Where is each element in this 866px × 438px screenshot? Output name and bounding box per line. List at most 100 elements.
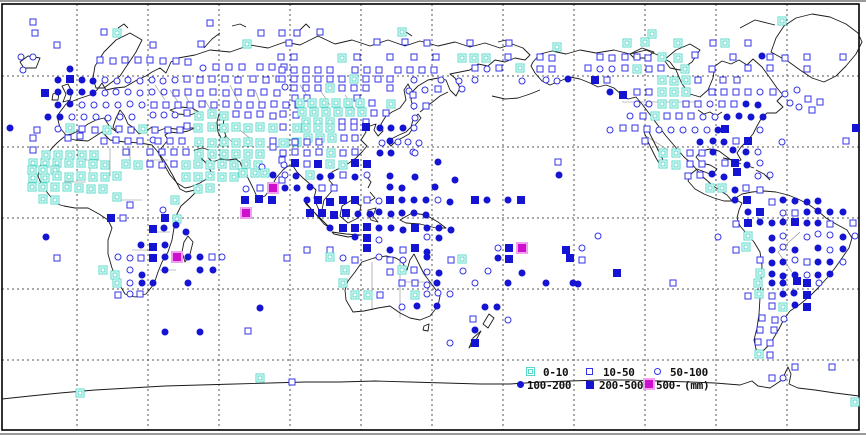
station-marker xyxy=(706,100,714,108)
station-marker xyxy=(756,326,764,334)
station-marker xyxy=(803,53,811,61)
station-marker xyxy=(686,149,694,157)
station-marker xyxy=(826,231,834,239)
station-marker xyxy=(437,76,445,84)
station-marker xyxy=(409,91,417,99)
station-marker xyxy=(657,87,667,97)
station-marker xyxy=(566,254,574,262)
station-marker xyxy=(768,234,776,242)
station-marker xyxy=(401,38,409,46)
station-marker xyxy=(313,123,323,133)
station-marker xyxy=(803,219,811,227)
station-marker xyxy=(151,126,159,134)
station-marker xyxy=(791,218,799,226)
station-marker xyxy=(732,137,740,145)
station-marker xyxy=(171,251,183,263)
station-marker xyxy=(684,172,692,180)
station-marker xyxy=(790,289,798,297)
station-marker xyxy=(779,374,787,382)
station-marker xyxy=(608,54,616,62)
station-marker xyxy=(645,88,653,96)
legend-label-500: 500- xyxy=(656,379,682,392)
station-marker xyxy=(54,101,62,109)
station-marker xyxy=(326,224,334,232)
station-marker xyxy=(349,74,359,84)
legend-label-100-200: 100-200 xyxy=(527,379,572,392)
legend-swatch-50-100-icon xyxy=(654,368,661,375)
station-marker xyxy=(708,88,716,96)
station-marker xyxy=(744,219,752,227)
station-marker xyxy=(720,173,728,181)
station-marker xyxy=(229,172,239,182)
station-marker xyxy=(679,126,687,134)
station-marker xyxy=(411,173,419,181)
station-marker xyxy=(112,278,122,288)
station-marker xyxy=(116,113,124,121)
station-marker xyxy=(518,77,526,85)
station-marker xyxy=(744,39,752,47)
station-marker xyxy=(423,253,431,261)
station-marker xyxy=(41,89,49,97)
station-marker xyxy=(277,53,285,61)
station-marker xyxy=(766,351,774,359)
station-marker xyxy=(184,88,192,96)
station-marker xyxy=(246,101,254,109)
station-marker xyxy=(161,241,169,249)
station-marker xyxy=(268,196,276,204)
station-marker xyxy=(756,256,764,264)
station-marker xyxy=(658,159,668,169)
station-marker xyxy=(164,126,172,134)
station-marker xyxy=(709,39,717,47)
station-marker xyxy=(816,98,824,106)
coast-madagascar xyxy=(181,235,194,263)
station-marker xyxy=(101,89,109,97)
station-marker xyxy=(481,303,489,311)
station-marker xyxy=(703,126,711,134)
station-marker xyxy=(176,126,184,134)
station-marker xyxy=(170,160,178,168)
station-marker xyxy=(184,58,192,66)
station-marker xyxy=(803,65,811,73)
station-marker xyxy=(212,63,220,71)
station-marker xyxy=(826,246,834,254)
station-marker xyxy=(632,64,642,74)
station-marker xyxy=(149,254,157,262)
station-marker xyxy=(423,224,431,232)
station-marker xyxy=(542,279,550,287)
station-marker xyxy=(754,101,762,109)
station-marker xyxy=(159,206,167,214)
station-marker xyxy=(691,126,699,134)
station-marker xyxy=(316,173,324,181)
station-marker xyxy=(171,111,179,119)
station-marker xyxy=(606,88,614,96)
station-marker xyxy=(184,279,192,287)
legend-swatch-10-50-icon xyxy=(586,368,593,375)
station-marker xyxy=(166,137,174,145)
station-marker xyxy=(150,101,158,109)
station-marker xyxy=(375,197,383,205)
station-marker xyxy=(779,209,787,217)
station-marker xyxy=(257,29,265,37)
station-marker xyxy=(732,88,740,96)
station-marker xyxy=(50,182,60,192)
station-marker xyxy=(781,90,789,98)
station-marker xyxy=(669,279,677,287)
station-marker xyxy=(804,95,812,103)
station-marker xyxy=(631,124,639,132)
station-marker xyxy=(159,77,167,85)
station-marker xyxy=(386,196,394,204)
station-marker xyxy=(814,258,822,266)
station-marker xyxy=(626,112,634,120)
station-marker xyxy=(553,77,561,85)
station-marker xyxy=(505,39,513,47)
station-marker xyxy=(434,158,442,166)
station-marker xyxy=(435,234,443,242)
station-marker xyxy=(38,182,48,192)
station-marker xyxy=(136,290,144,298)
station-marker xyxy=(542,76,550,84)
station-marker xyxy=(641,137,649,145)
station-marker xyxy=(741,242,751,252)
station-marker xyxy=(413,302,421,310)
station-marker xyxy=(100,28,108,36)
station-marker xyxy=(446,198,454,206)
